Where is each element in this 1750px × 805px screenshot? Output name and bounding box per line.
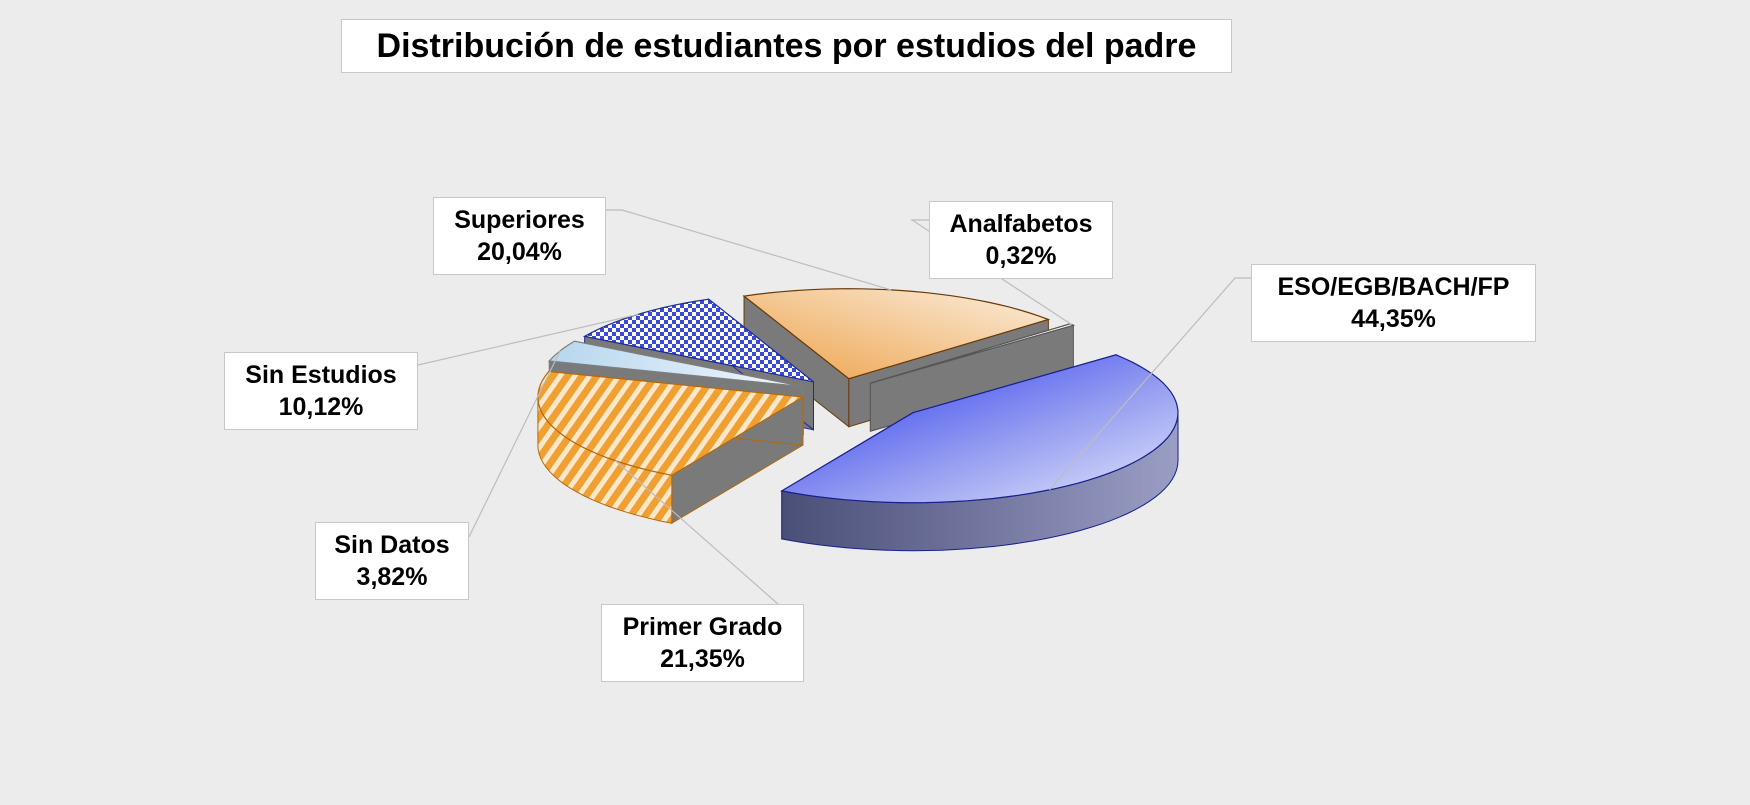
leader-line-analfabetos <box>909 219 1073 326</box>
data-label-category: ESO/EGB/BACH/FP <box>1277 273 1510 301</box>
data-label-value: 10,12% <box>278 393 364 421</box>
leader-line-superiores <box>606 209 892 291</box>
data-label-value: 44,35% <box>1351 305 1436 333</box>
slice-eso <box>780 354 1179 552</box>
data-label-value: 3,82% <box>356 563 428 591</box>
data-label-value: 21,35% <box>660 645 745 673</box>
data-label-sin-estudios: Sin Estudios 10,12% <box>224 352 418 430</box>
data-label-sin-datos: Sin Datos 3,82% <box>315 522 469 600</box>
chart-title: Distribución de estudiantes por estudios… <box>341 19 1232 73</box>
slice-sin-estudios-top <box>582 298 814 383</box>
leader-line-eso <box>1049 277 1251 491</box>
slice-eso-top <box>780 354 1179 504</box>
slice-primer-grado-top <box>537 370 805 476</box>
leader-line-sin-datos <box>468 350 561 538</box>
data-label-category: Sin Estudios <box>245 361 397 389</box>
data-label-primer-grado: Primer Grado 21,35% <box>601 604 804 682</box>
data-label-analfabetos: Analfabetos 0,32% <box>929 201 1113 279</box>
slice-superiores-top <box>742 288 1051 380</box>
data-label-eso: ESO/EGB/BACH/FP 44,35% <box>1251 264 1536 342</box>
slice-sin-datos-top <box>547 340 804 388</box>
data-label-category: Analfabetos <box>949 210 1093 238</box>
slice-primer-grado <box>537 370 805 525</box>
leader-line-sin-estudios <box>417 313 639 366</box>
data-label-value: 20,04% <box>477 238 562 266</box>
data-label-category: Sin Datos <box>334 531 450 559</box>
data-label-category: Primer Grado <box>622 613 783 641</box>
data-label-superiores: Superiores 20,04% <box>433 197 606 275</box>
data-label-category: Superiores <box>454 206 585 234</box>
data-label-value: 0,32% <box>985 242 1057 270</box>
leader-line-primer-grado <box>615 460 779 605</box>
